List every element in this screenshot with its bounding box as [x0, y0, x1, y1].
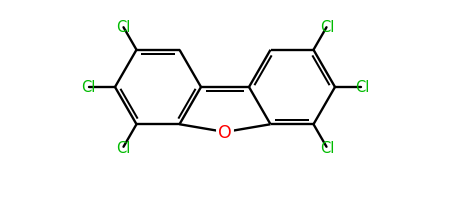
Text: O: O: [218, 123, 232, 141]
Text: Cl: Cl: [116, 140, 130, 155]
Text: Cl: Cl: [355, 80, 369, 95]
Text: Cl: Cl: [81, 80, 95, 95]
Text: Cl: Cl: [320, 140, 334, 155]
Text: Cl: Cl: [320, 20, 334, 35]
Text: Cl: Cl: [116, 20, 130, 35]
